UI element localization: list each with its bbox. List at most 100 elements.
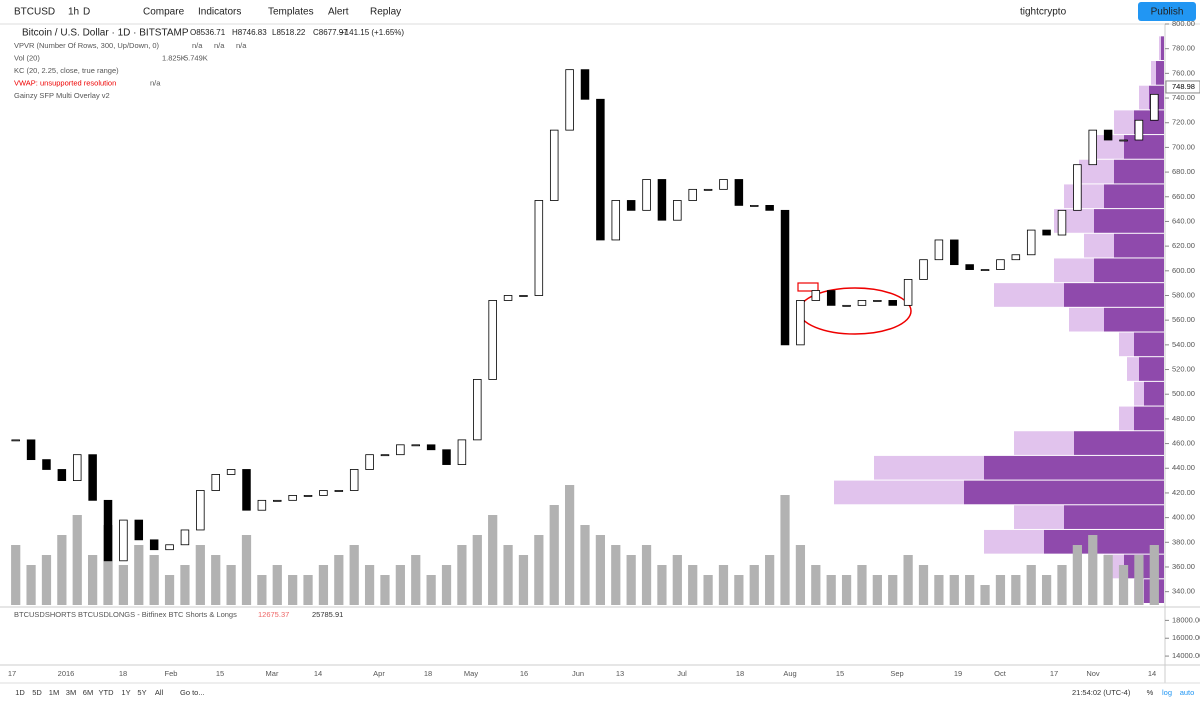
volume-bar [949, 575, 959, 605]
axis-option[interactable]: auto [1180, 688, 1195, 697]
profile-up [1156, 61, 1164, 85]
symbol[interactable]: BTCUSD [14, 7, 55, 18]
x-tick-label: 19 [954, 669, 962, 678]
publish-button[interactable] [1138, 2, 1196, 21]
candle [1119, 139, 1128, 142]
volume-bar [688, 565, 698, 605]
axis-option[interactable]: % [1147, 688, 1154, 697]
pane-value: 12675.37 [258, 610, 289, 619]
profile-up [1074, 431, 1164, 455]
profile-down [874, 455, 984, 480]
profile-up [1134, 406, 1164, 431]
candle [673, 200, 682, 221]
profile-up [984, 455, 1164, 480]
y-tick-label: 620.00 [1172, 241, 1195, 250]
volume-bar [780, 495, 790, 605]
range-button[interactable]: 5D [32, 688, 42, 697]
candle [257, 499, 267, 511]
y-tick-label: 740.00 [1172, 93, 1195, 102]
x-tick-label: 18 [119, 669, 127, 678]
toolbar-button[interactable]: Compare [143, 7, 185, 18]
profile-down [1139, 85, 1149, 110]
volume-bar [672, 555, 682, 605]
volume-bar [765, 555, 775, 605]
range-button[interactable]: 6M [83, 688, 93, 697]
candle [980, 269, 990, 271]
profile-up [1064, 283, 1164, 307]
volume-bar [1057, 565, 1067, 605]
candle [780, 209, 790, 346]
candle [919, 259, 928, 280]
profile-down [1079, 159, 1114, 184]
volume-bar [1041, 575, 1052, 605]
publish-label[interactable]: Publish [1151, 7, 1184, 18]
candle [303, 495, 313, 497]
candle [288, 495, 297, 501]
range-button[interactable]: 5Y [137, 688, 146, 697]
y-tick-label: 600.00 [1172, 266, 1195, 275]
volume-bar [164, 575, 175, 605]
volume-bar [826, 575, 836, 605]
range-button[interactable]: YTD [99, 688, 115, 697]
interval-active[interactable]: D [83, 7, 90, 18]
profile-up [1124, 135, 1164, 159]
range-button[interactable]: 1M [49, 688, 59, 697]
candle [196, 490, 205, 531]
profile-down [994, 283, 1064, 307]
x-tick-label: 14 [314, 669, 322, 678]
volume-bar [549, 505, 559, 605]
candle [349, 469, 359, 491]
profile-up [964, 480, 1164, 505]
range-button[interactable]: 1Y [121, 688, 130, 697]
volume-bar [857, 565, 867, 605]
candle [765, 205, 774, 211]
volume-bar [503, 545, 513, 605]
profile-down [1069, 307, 1104, 332]
range-button[interactable]: 3M [66, 688, 76, 697]
volume-bar [395, 565, 405, 605]
candle [488, 300, 497, 380]
x-tick-label: 13 [616, 669, 624, 678]
candle [242, 469, 251, 511]
profile-down [1064, 184, 1104, 209]
candle [519, 295, 528, 297]
volume-bar [72, 515, 82, 605]
volume-bar [749, 565, 759, 605]
candle [426, 444, 436, 451]
profile-down [1151, 61, 1156, 85]
indicator-value: 1.825K [162, 53, 186, 62]
candle [611, 200, 621, 241]
x-tick-label: 18 [424, 669, 432, 678]
candle [226, 469, 236, 475]
clock: 21:54:02 (UTC-4) [1072, 688, 1131, 697]
candle [1088, 129, 1098, 166]
toolbar-button[interactable]: Indicators [198, 7, 241, 18]
profile-up [1044, 529, 1164, 554]
candle [1134, 119, 1144, 141]
volume-bar [488, 515, 498, 605]
x-tick-label: 18 [736, 669, 744, 678]
candle [1011, 254, 1021, 261]
username[interactable]: tightcrypto [1020, 7, 1067, 18]
volume-bar [472, 535, 482, 605]
toolbar-button[interactable]: Alert [328, 7, 349, 18]
toolbar-button[interactable]: Replay [370, 7, 401, 18]
volume-bar [734, 575, 744, 605]
axis-option[interactable]: log [1162, 688, 1172, 697]
profile-up [1144, 381, 1164, 406]
y-tick-label: 640.00 [1172, 216, 1195, 225]
indicator-value: n/a [214, 41, 225, 50]
annotation-box [797, 282, 819, 292]
profile-up [1104, 307, 1164, 332]
range-button[interactable]: All [155, 688, 164, 697]
x-tick-label: Sep [890, 669, 903, 678]
candle [750, 205, 759, 207]
volume-bar [518, 555, 529, 605]
y-tick-label: 520.00 [1172, 365, 1195, 374]
toolbar-button[interactable]: Templates [268, 7, 314, 18]
range-button[interactable]: 1D [15, 688, 25, 697]
goto[interactable]: Go to... [180, 688, 205, 697]
interval[interactable]: 1h [68, 7, 79, 18]
profile-up [1104, 184, 1164, 209]
